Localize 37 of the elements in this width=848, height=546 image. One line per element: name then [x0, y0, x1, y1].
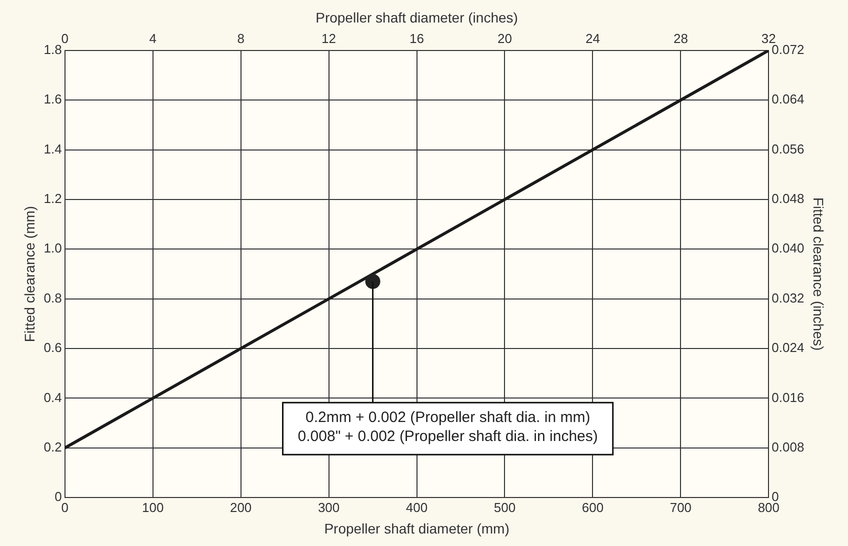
y2-tick-label: 0.008 — [772, 439, 804, 454]
y2-tick-label: 0.040 — [772, 240, 804, 256]
y-tick-label: 1.2 — [44, 191, 62, 206]
y2-axis-title: Fitted clearance (inches) — [810, 197, 827, 351]
y2-tick-label: 0.048 — [772, 191, 804, 206]
y-tick-label: 1.8 — [44, 42, 62, 57]
y-tick-label: 0.4 — [44, 390, 62, 405]
y2-tick-label: 0.016 — [772, 390, 804, 405]
x2-tick-label: 16 — [410, 31, 424, 46]
x-tick-label: 700 — [670, 500, 692, 515]
x2-axis-title: Propeller shaft diameter (inches) — [316, 9, 518, 26]
y-tick-label: 0.6 — [44, 340, 62, 356]
y-axis-title: Fitted clearance (mm) — [21, 206, 38, 342]
x2-tick-label: 8 — [237, 31, 244, 46]
y-tick-label: 1.6 — [44, 92, 62, 107]
y2-tick-label: 0.064 — [772, 92, 804, 107]
y-tick-label: 0 — [54, 489, 62, 504]
x2-tick-label: 20 — [498, 31, 512, 46]
x-tick-label: 500 — [494, 500, 516, 515]
y-tick-label: 0.2 — [44, 439, 62, 454]
x2-tick-label: 4 — [149, 31, 156, 46]
x2-tick-label: 12 — [322, 31, 336, 46]
x-tick-label: 200 — [230, 500, 252, 515]
x-axis-title: Propeller shaft diameter (mm) — [324, 520, 510, 536]
y-tick-label: 1.0 — [44, 240, 62, 256]
y-tick-label: 0.8 — [44, 290, 62, 306]
y2-tick-label: 0.032 — [772, 290, 804, 306]
x-tick-label: 100 — [142, 500, 164, 515]
y2-tick-label: 0.024 — [772, 340, 804, 356]
y2-tick-label: 0.056 — [772, 141, 804, 156]
x-tick-label: 300 — [318, 500, 340, 515]
x2-tick-label: 28 — [673, 31, 688, 46]
x-tick-label: 600 — [582, 500, 604, 515]
x-tick-label: 400 — [406, 500, 428, 515]
y-tick-label: 1.4 — [44, 141, 62, 156]
x2-tick-label: 24 — [585, 31, 600, 46]
annotation: 0.2mm + 0.002 (Propeller shaft dia. in mm) 0.008" + 0.002 (Propeller shaft dia. in inches) — [298, 409, 598, 446]
